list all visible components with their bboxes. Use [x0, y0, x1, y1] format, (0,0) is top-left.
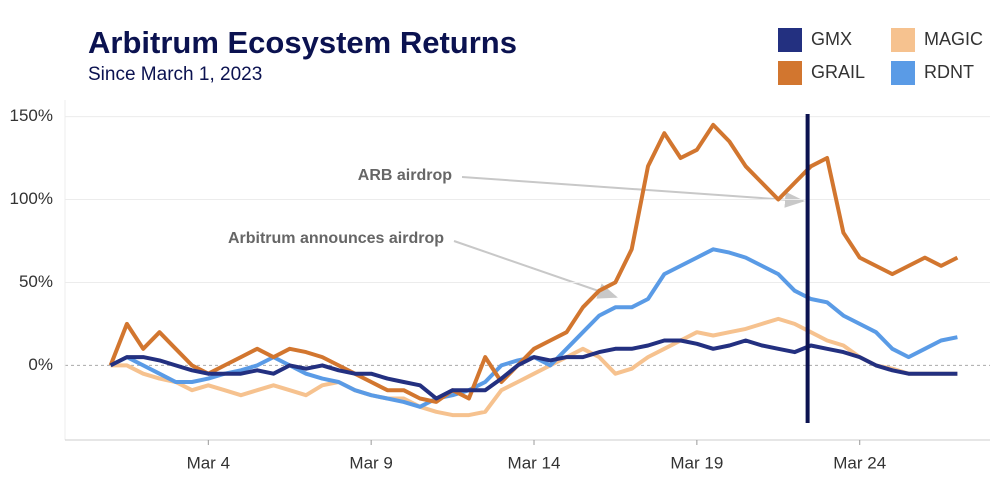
chart-subtitle: Since March 1, 2023: [88, 64, 262, 85]
legend-label: GMX: [811, 29, 852, 49]
series-line: [110, 316, 958, 418]
legend-label: RDNT: [924, 62, 974, 82]
plot-area: 0% 50% 100% 150% Mar 4 Mar 9 Mar 14 Mar 19 Mar 2…: [10, 100, 990, 472]
x-tick-label: Mar 24: [833, 453, 886, 472]
legend-swatch: [891, 28, 915, 52]
legend-label: MAGIC: [924, 29, 983, 49]
chart-title: Arbitrum Ecosystem Returns: [88, 25, 517, 60]
series-line: [109, 247, 958, 409]
y-tick-label: 0%: [28, 355, 53, 374]
x-tick-label: Mar 14: [508, 453, 561, 472]
annotation: ARB airdrop: [358, 167, 452, 184]
x-tick-label: Mar 19: [670, 453, 723, 472]
annotation: Arbitrum announces airdrop: [228, 230, 444, 247]
y-tick-label: 100%: [10, 189, 53, 208]
legend-swatch: [778, 61, 802, 85]
y-tick-label: 50%: [19, 272, 53, 291]
legend-swatch: [778, 28, 802, 52]
y-tick-label: 150%: [10, 106, 53, 125]
x-tick-label: Mar 9: [349, 453, 392, 472]
annotation-arrow: [461, 176, 805, 208]
legend-label: GRAIL: [811, 62, 865, 82]
series-line: [108, 122, 959, 404]
x-tick-label: Mar 4: [187, 453, 230, 472]
series-line: [109, 338, 958, 401]
legend: GMX MAGIC GRAIL RDNT: [778, 28, 983, 85]
legend-swatch: [891, 61, 915, 85]
annotation-arrow: [453, 240, 618, 299]
